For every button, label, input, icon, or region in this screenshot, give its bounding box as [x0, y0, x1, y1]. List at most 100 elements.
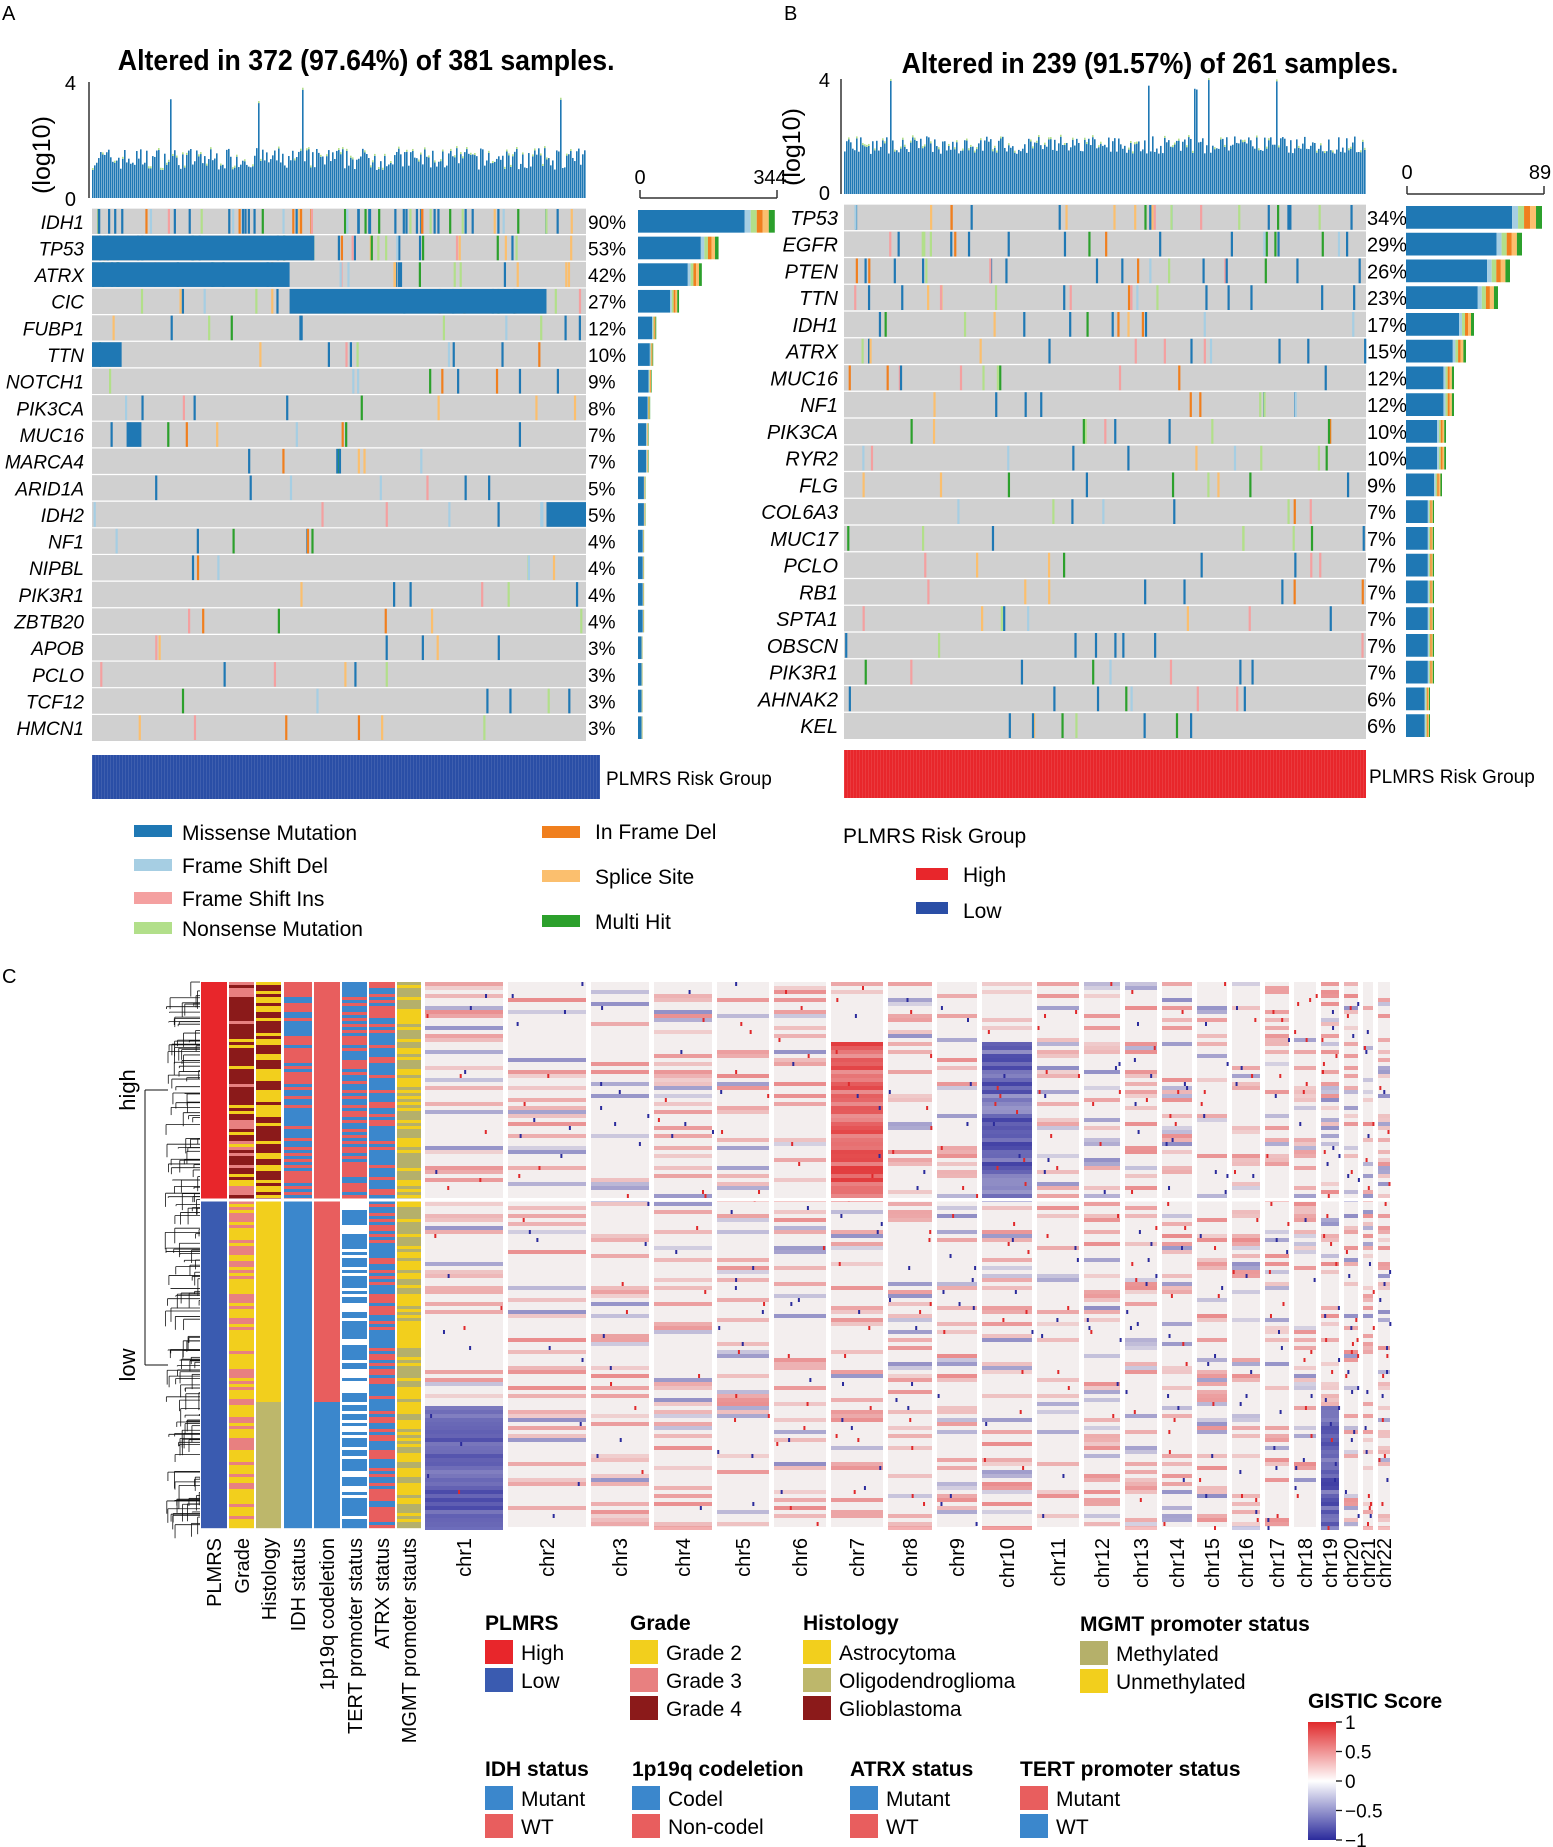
tmb-bar: [1112, 141, 1114, 194]
annotation-cell: [369, 1441, 395, 1445]
side-bar-segment: [1434, 473, 1436, 497]
risk-stripe: [512, 755, 513, 799]
cnv-block-background: [654, 982, 712, 1527]
legend-swatch-frame-shift-ins: [134, 892, 172, 904]
annotation-cell: [229, 1405, 254, 1409]
annotation-cell: [369, 1456, 395, 1460]
annotation-cell: [229, 1006, 254, 1010]
annotation-cell: [397, 1321, 421, 1325]
annotation-cell: [256, 1207, 281, 1211]
annotation-cell: [369, 1342, 395, 1346]
cnv-segment: [654, 1174, 712, 1178]
annotation-cell: [369, 1267, 395, 1271]
cnv-segment: [1125, 1166, 1157, 1170]
tmb-bar: [424, 149, 426, 198]
cnv-dot: [780, 1490, 783, 1494]
annotation-cell: [284, 1438, 312, 1442]
gene-label: MARCA4: [5, 453, 84, 474]
annotation-cell: [256, 1069, 281, 1073]
mutation-tick: [501, 342, 504, 367]
side-bar-segment: [1460, 339, 1464, 363]
tmb-bar-cap: [374, 153, 376, 156]
cnv-segment: [1125, 1518, 1157, 1522]
tmb-bar: [230, 156, 232, 198]
mutation-tick: [518, 368, 522, 394]
cnv-segment: [591, 1510, 649, 1514]
tmb-bar: [584, 150, 586, 198]
risk-stripe: [326, 755, 327, 799]
annotation-cell: [201, 1192, 227, 1196]
side-bar-segment: [1429, 527, 1431, 550]
annotation-cell: [369, 1192, 395, 1196]
mutation-tick: [145, 209, 148, 234]
tmb-bar-cap: [1072, 137, 1074, 140]
cnv-dot: [1255, 1498, 1258, 1502]
annotation-cell: [201, 1204, 227, 1208]
side-bar-segment: [673, 289, 676, 313]
cnv-segment: [1232, 1270, 1260, 1274]
cnv-segment: [508, 1350, 586, 1354]
annotation-cell: [369, 1492, 395, 1496]
tmb-bar: [976, 149, 978, 194]
cnv-dot: [1041, 1334, 1044, 1338]
annotation-cell: [256, 1270, 281, 1274]
cnv-segment: [654, 1166, 712, 1170]
tmb-bar: [996, 152, 998, 194]
annotation-cell: [369, 1453, 395, 1457]
cnv-segment: [717, 1106, 769, 1110]
tmb-bar: [394, 155, 396, 198]
annotation-cell: [397, 1246, 421, 1250]
cnv-segment: [774, 1026, 826, 1030]
risk-stripe: [1027, 750, 1028, 798]
annotation-cell: [284, 1054, 312, 1058]
cnv-segment: [937, 1082, 977, 1086]
annotation-cell: [342, 1081, 367, 1085]
cnv-dot: [484, 1130, 487, 1134]
cnv-segment: [774, 986, 826, 990]
annotation-cell: [256, 1429, 281, 1433]
mutation-tick: [1203, 338, 1206, 364]
mutation-tick: [1250, 285, 1253, 310]
annotation-cell: [314, 1150, 340, 1154]
annotation-cell: [256, 1402, 281, 1406]
cnv-segment: [888, 1218, 932, 1222]
tmb-bar: [216, 153, 218, 198]
mutation-tick: [357, 209, 360, 234]
annotation-cell: [229, 994, 254, 998]
annotation-cell: [397, 1165, 421, 1169]
annotation-cell: [229, 1525, 254, 1529]
side-bar-missense: [638, 476, 644, 500]
cnv-dot: [1116, 1382, 1119, 1386]
annotation-cell: [314, 1168, 340, 1172]
cnv-segment: [654, 1446, 712, 1450]
annotation-cell: [314, 1360, 340, 1364]
annotation-cell: [342, 1246, 367, 1250]
mutation-tick: [1003, 606, 1006, 631]
cnv-segment: [1125, 1106, 1157, 1110]
cnv-dot: [1224, 982, 1227, 986]
cnv-segment: [937, 1306, 977, 1310]
risk-stripe: [1012, 750, 1013, 798]
tmb-bar: [1012, 146, 1014, 194]
annotation-cell: [342, 1009, 367, 1013]
tmb-bar: [564, 167, 566, 198]
mutation-tick: [248, 448, 251, 474]
annotation-cell: [229, 1246, 254, 1250]
risk-stripe: [1090, 750, 1091, 798]
tmb-bar: [178, 165, 180, 198]
mutation-tick: [870, 445, 874, 471]
cnv-segment: [937, 1422, 977, 1426]
annotation-cell: [342, 1090, 367, 1094]
tmb-bar: [1230, 145, 1232, 194]
annotation-cell: [256, 1096, 281, 1100]
tmb-bar-cap: [542, 163, 544, 166]
risk-stripe: [1174, 750, 1175, 798]
cnv-dot: [1214, 1354, 1217, 1358]
tmb-bar: [160, 169, 162, 198]
cnv-segment: [591, 1514, 649, 1518]
annotation-cell: [201, 1420, 227, 1424]
tmb-bar: [518, 169, 520, 198]
risk-stripe: [967, 750, 968, 798]
annotation-cell: [284, 1348, 312, 1352]
annotation-cell: [342, 1099, 367, 1103]
